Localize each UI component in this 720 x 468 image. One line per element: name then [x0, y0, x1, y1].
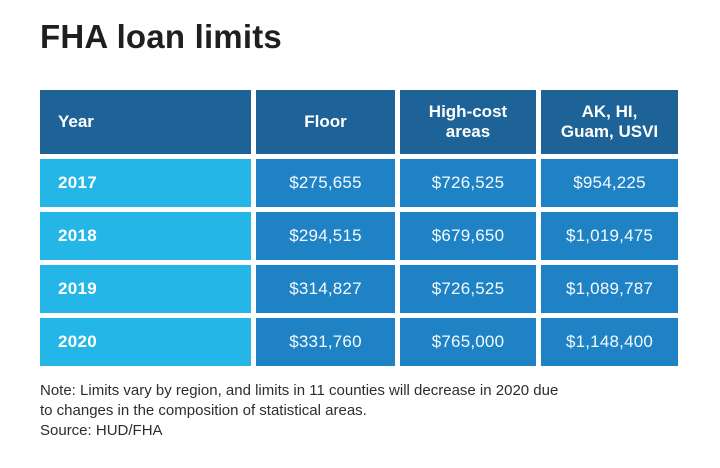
header-ak-line1: AK, HI, [581, 102, 638, 121]
ak-cell-2020: $1,148,400 [541, 318, 678, 366]
high-cost-cell-2019: $726,525 [400, 265, 536, 313]
header-ak-hi-guam-usvi: AK, HI, Guam, USVI [541, 90, 678, 154]
header-year: Year [40, 90, 251, 154]
ak-cell-2018: $1,019,475 [541, 212, 678, 260]
page-title: FHA loan limits [40, 18, 282, 55]
ak-cell-2017: $954,225 [541, 159, 678, 207]
header-high-cost-areas: High-cost areas [400, 90, 536, 154]
year-cell-2020: 2020 [40, 318, 251, 366]
fha-loan-limits-table: Year Floor High-cost areas AK, HI, Guam,… [40, 90, 678, 366]
floor-cell-2019: $314,827 [256, 265, 395, 313]
high-cost-cell-2017: $726,525 [400, 159, 536, 207]
floor-cell-2020: $331,760 [256, 318, 395, 366]
floor-cell-2017: $275,655 [256, 159, 395, 207]
ak-cell-2019: $1,089,787 [541, 265, 678, 313]
source-line: Source: HUD/FHA [40, 422, 163, 439]
header-floor: Floor [256, 90, 395, 154]
note-line-1: Note: Limits vary by region, and limits … [40, 382, 559, 399]
header-high-cost-line2: areas [445, 122, 491, 141]
header-ak-line2: Guam, USVI [560, 122, 659, 141]
high-cost-cell-2020: $765,000 [400, 318, 536, 366]
header-high-cost-line1: High-cost [428, 102, 508, 121]
floor-cell-2018: $294,515 [256, 212, 395, 260]
year-cell-2019: 2019 [40, 265, 251, 313]
footer-note: Note: Limits vary by region, and limits … [40, 381, 558, 441]
year-cell-2018: 2018 [40, 212, 251, 260]
year-cell-2017: 2017 [40, 159, 251, 207]
high-cost-cell-2018: $679,650 [400, 212, 536, 260]
note-line-2: to changes in the composition of statist… [40, 402, 367, 419]
